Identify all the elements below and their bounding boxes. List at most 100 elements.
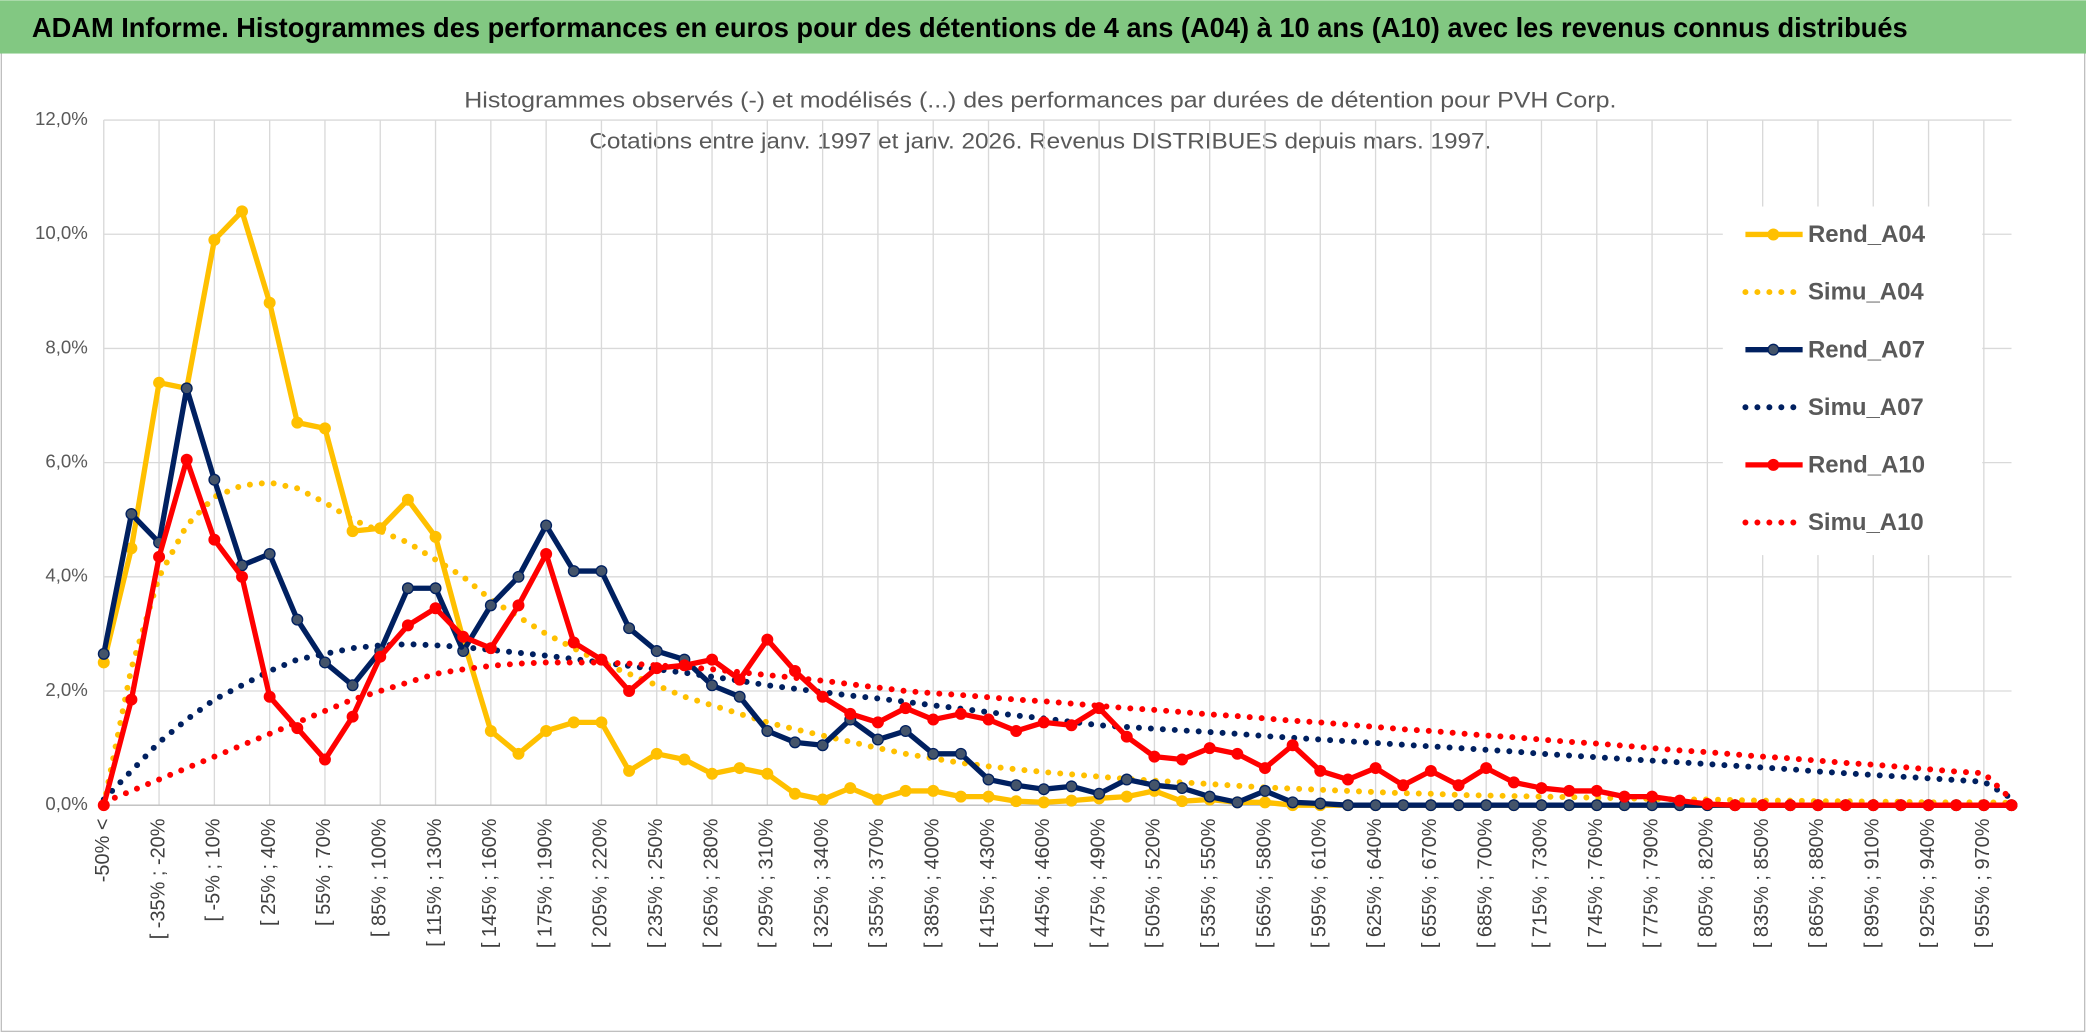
- point: [1784, 799, 1797, 812]
- point: [1563, 784, 1576, 797]
- x-tick-label: [ 505% ; 520%: [1143, 818, 1165, 948]
- point: [1369, 762, 1382, 775]
- point: [623, 622, 636, 635]
- point: [1397, 799, 1410, 812]
- point: [899, 724, 912, 737]
- legend-marker: [1767, 458, 1780, 471]
- point: [982, 713, 995, 726]
- point: [484, 599, 497, 612]
- x-tick-label: [ 895% ; 910%: [1862, 818, 1884, 948]
- x-tick-label: [ 595% ; 610%: [1309, 818, 1331, 948]
- point: [1010, 795, 1023, 808]
- point: [1120, 773, 1133, 786]
- point: [1176, 795, 1189, 808]
- point: [540, 547, 553, 560]
- point: [1259, 784, 1271, 797]
- point: [1922, 799, 1935, 812]
- x-tick-label: [ 355% ; 370%: [866, 818, 888, 948]
- point: [706, 653, 719, 666]
- point: [1756, 799, 1769, 812]
- point: [180, 382, 193, 395]
- point: [788, 665, 801, 678]
- point: [512, 570, 525, 583]
- point: [263, 690, 276, 703]
- point: [540, 724, 553, 737]
- point: [1286, 739, 1299, 752]
- point: [125, 693, 138, 706]
- point: [623, 685, 636, 697]
- point: [1065, 794, 1078, 807]
- point: [650, 645, 663, 658]
- point: [346, 525, 359, 538]
- point: [1452, 779, 1465, 792]
- x-tick-label: [ 385% ; 400%: [921, 818, 943, 948]
- point: [1148, 750, 1161, 763]
- point: [346, 679, 359, 692]
- point: [1231, 747, 1244, 760]
- point: [706, 767, 719, 780]
- point: [512, 599, 525, 612]
- x-tick-label: [ 715% ; 730%: [1530, 818, 1552, 948]
- point: [429, 602, 442, 615]
- point: [1618, 790, 1631, 803]
- legend-label: Simu_A04: [1808, 279, 1924, 306]
- header-bar: [0, 0, 2086, 54]
- point: [1148, 779, 1161, 792]
- legend-label: Simu_A10: [1808, 509, 1924, 536]
- model-line: [100, 641, 2015, 803]
- x-tick-label: [ 535% ; 550%: [1198, 818, 1220, 948]
- point: [1950, 799, 1963, 812]
- point: [816, 690, 829, 703]
- point: [512, 747, 525, 760]
- x-tick-label: [ 325% ; 340%: [811, 818, 833, 948]
- point: [484, 642, 497, 655]
- point: [318, 422, 331, 435]
- point: [208, 533, 221, 546]
- point: [236, 570, 248, 583]
- observed-line: [101, 385, 2012, 808]
- point: [236, 205, 248, 218]
- point: [484, 724, 497, 737]
- x-tick-label: [ 415% ; 430%: [977, 818, 999, 948]
- point: [871, 733, 884, 746]
- point: [954, 747, 967, 760]
- x-tick-label: [ 805% ; 820%: [1696, 818, 1718, 948]
- point: [429, 582, 442, 595]
- legend-marker: [1767, 228, 1780, 241]
- point: [1563, 799, 1576, 812]
- x-tick-label: [ 925% ; 940%: [1917, 818, 1939, 948]
- legend-box: [1722, 206, 1983, 556]
- point: [1231, 796, 1244, 809]
- x-tick-label: [ 175% ; 190%: [534, 818, 556, 948]
- point: [927, 747, 940, 760]
- point: [1369, 799, 1382, 812]
- point: [1839, 799, 1852, 812]
- x-tick-label: [ -5% ; 10%: [203, 818, 225, 921]
- chart-subtitle: Cotations entre janv. 1997 et janv. 2026…: [589, 129, 1491, 154]
- point: [1120, 730, 1133, 743]
- point: [816, 793, 829, 806]
- x-tick-label: [ 145% ; 160%: [479, 818, 501, 948]
- point: [1314, 797, 1327, 810]
- point: [1452, 799, 1465, 812]
- model-line: [100, 659, 2015, 806]
- point: [1590, 784, 1603, 797]
- point: [1010, 779, 1023, 792]
- point: [1646, 790, 1659, 803]
- point: [374, 650, 387, 663]
- x-tick-label: [ 445% ; 460%: [1032, 818, 1054, 948]
- point: [1701, 798, 1714, 811]
- point: [2005, 799, 2018, 812]
- point: [263, 547, 276, 560]
- point: [1093, 787, 1106, 800]
- point: [263, 296, 276, 309]
- x-tick-label: [ 745% ; 760%: [1585, 818, 1607, 948]
- point: [954, 707, 967, 720]
- point: [623, 764, 636, 777]
- legend-label: Rend_A07: [1808, 336, 1925, 363]
- point: [208, 233, 221, 246]
- point: [291, 613, 304, 626]
- point: [1535, 782, 1548, 795]
- y-tick-label: 10,0%: [35, 222, 88, 243]
- x-tick-label: [ 25% ; 40%: [258, 818, 280, 926]
